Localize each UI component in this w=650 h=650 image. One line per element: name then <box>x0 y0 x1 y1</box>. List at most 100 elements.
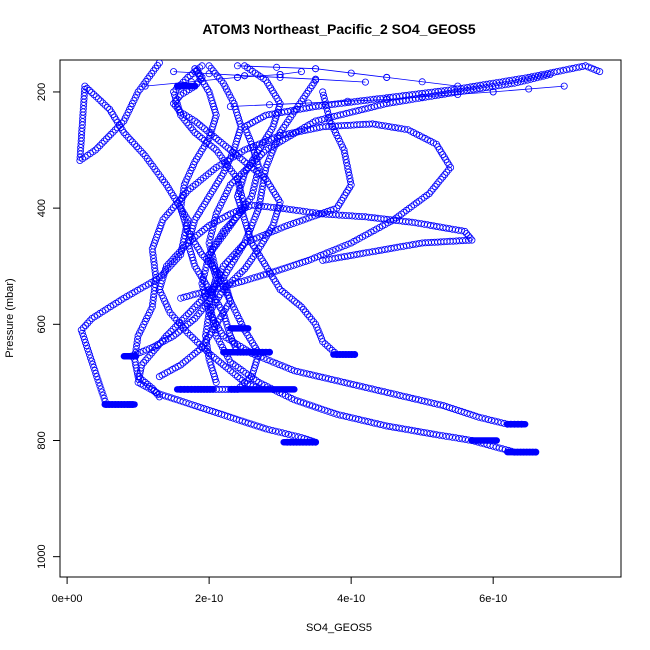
data-point <box>206 260 214 268</box>
data-point <box>207 229 215 237</box>
data-point <box>169 255 177 263</box>
data-point <box>488 416 496 424</box>
data-point <box>89 360 97 368</box>
data-point <box>97 97 105 105</box>
data-point <box>222 283 230 291</box>
y-tick-label: 400 <box>36 199 48 217</box>
data-point <box>196 121 204 129</box>
data-point <box>179 324 187 332</box>
data-point <box>275 428 283 436</box>
data-point <box>236 374 244 382</box>
data-point <box>170 68 178 76</box>
data-point <box>87 354 95 362</box>
data-point <box>224 258 232 266</box>
x-tick-label: 2e-10 <box>195 593 223 605</box>
data-point <box>157 222 165 230</box>
data-point <box>179 359 187 367</box>
y-tick-label: 800 <box>36 431 48 449</box>
data-point <box>435 178 443 186</box>
data-point <box>431 182 439 190</box>
data-point <box>347 239 355 247</box>
data-point <box>226 210 234 218</box>
data-point <box>205 239 213 247</box>
data-point <box>250 235 258 243</box>
data-point <box>241 146 249 154</box>
data-point <box>185 242 193 250</box>
data-point <box>186 72 194 80</box>
data-point <box>175 248 183 256</box>
data-point <box>181 322 189 330</box>
data-point <box>281 430 289 438</box>
data-point <box>299 399 307 407</box>
data-point <box>233 152 241 160</box>
data-point <box>293 299 301 307</box>
data-point <box>185 121 193 129</box>
data-point <box>237 170 245 178</box>
data-point <box>243 160 251 168</box>
data-point <box>306 401 314 409</box>
data-point <box>92 93 100 101</box>
data-point <box>305 214 313 222</box>
data-point <box>132 345 140 353</box>
data-point <box>158 219 166 227</box>
data-point <box>142 356 150 364</box>
data-point <box>272 359 280 367</box>
data-point <box>169 204 177 212</box>
data-point <box>203 223 211 231</box>
data-point <box>335 244 343 252</box>
data-point <box>293 218 301 226</box>
data-point <box>163 211 171 219</box>
data-point <box>361 78 369 86</box>
data-point <box>224 144 232 152</box>
data-point <box>196 340 204 348</box>
data-point <box>378 122 386 130</box>
data-point <box>193 119 201 127</box>
data-point <box>518 75 526 83</box>
data-point <box>213 267 221 275</box>
data-point <box>335 211 343 219</box>
data-point <box>205 129 213 137</box>
data-point <box>182 189 190 197</box>
data-point <box>202 263 210 271</box>
data-point <box>287 365 295 373</box>
data-point <box>170 314 178 322</box>
data-point <box>205 62 213 70</box>
data-point <box>497 419 505 427</box>
data-point <box>286 205 294 213</box>
data-point <box>523 76 531 84</box>
data-point <box>191 233 199 241</box>
data-point <box>101 101 109 109</box>
data-point <box>302 208 310 216</box>
data-point <box>281 289 289 297</box>
data-point <box>266 269 274 277</box>
y-tick-label: 200 <box>36 83 48 101</box>
data-point <box>344 165 352 173</box>
data-point <box>200 125 208 133</box>
data-point <box>173 316 181 324</box>
data-point <box>139 149 147 157</box>
data-point <box>215 269 223 277</box>
data-point <box>180 184 188 192</box>
data-point <box>219 285 227 293</box>
data-point <box>341 149 349 157</box>
data-point <box>346 175 354 183</box>
data-point <box>196 229 204 237</box>
data-point <box>161 213 169 221</box>
data-point <box>288 295 296 303</box>
data-point <box>228 218 236 226</box>
data-point <box>427 187 435 195</box>
data-point <box>242 204 250 212</box>
data-point <box>193 130 201 138</box>
data-point <box>229 179 237 187</box>
data-point <box>289 219 297 227</box>
data-point <box>402 96 410 104</box>
data-point <box>173 321 181 329</box>
data-point <box>338 211 346 219</box>
data-point <box>88 357 96 365</box>
data-point <box>244 145 252 153</box>
data-point <box>481 415 489 423</box>
data-point <box>168 311 176 319</box>
data-point <box>154 391 162 399</box>
data-point <box>92 369 100 377</box>
data-point <box>241 378 249 386</box>
